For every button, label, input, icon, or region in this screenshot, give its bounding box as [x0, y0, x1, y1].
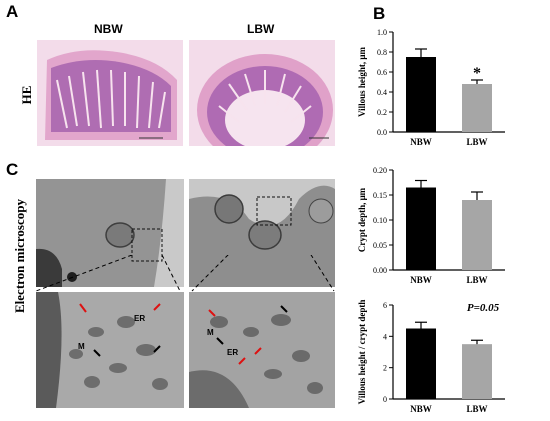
- y-axis-label: Villous height, μm: [357, 46, 367, 117]
- y-tick-label: 0.00: [373, 266, 387, 275]
- x-tick-label: NBW: [410, 137, 432, 147]
- bar: [462, 344, 492, 399]
- chart-villous-crypt-ratio-svg: 0 2 4 6 Villous height / crypt depth NBW LBW P=…: [357, 300, 505, 414]
- zoom-lines: [35, 255, 335, 292]
- column-header-nbw: NBW: [94, 22, 123, 36]
- panel-letter-a: A: [6, 2, 19, 21]
- em-label-m-nbw: M: [78, 342, 85, 351]
- y-tick-label: 0.2: [377, 108, 387, 117]
- y-tick-label: 0.4: [377, 88, 387, 97]
- bar: [406, 328, 436, 399]
- y-tick-label: 0.0: [377, 128, 387, 137]
- y-tick-label: 0.8: [377, 48, 387, 57]
- he-image-lbw: [189, 40, 335, 146]
- em-label-er-nbw: ER: [134, 314, 146, 323]
- x-tick-label: LBW: [466, 404, 487, 414]
- x-tick-label: NBW: [410, 275, 432, 285]
- y-tick-label: 4: [383, 332, 387, 341]
- em-image-lbw-low-mag: [189, 179, 335, 287]
- em-label-er-lbw: ER: [227, 348, 239, 357]
- row-label-he: HE: [19, 85, 34, 105]
- chart-villous-height: 0.0 0.2 0.4 0.6 0.8 1.0 Villous height, μm NBW L…: [355, 22, 545, 162]
- bar: [462, 84, 492, 132]
- em-image-lbw-high-mag: M ER: [189, 292, 335, 408]
- he-image-nbw: [37, 40, 183, 146]
- column-header-lbw: LBW: [247, 22, 275, 36]
- row-label-electron-microscopy: Electron microscopy: [12, 199, 27, 313]
- y-tick-label: 0.10: [373, 216, 387, 225]
- panel-letter-b: B: [373, 4, 386, 23]
- panel-letter-c: C: [6, 160, 19, 179]
- bar: [406, 187, 436, 270]
- chart-crypt-depth: 0.00 0.05 0.10 0.15 0.20 Crypt depth, μm NBW LB…: [355, 162, 545, 297]
- x-tick-label: LBW: [466, 137, 487, 147]
- bar: [462, 200, 492, 270]
- chart-annotation: *: [473, 65, 481, 82]
- y-tick-label: 0.15: [373, 191, 387, 200]
- y-tick-label: 1.0: [377, 28, 387, 37]
- y-tick-label: 0.6: [377, 68, 387, 77]
- y-tick-label: 0: [383, 395, 387, 404]
- y-tick-label: 6: [383, 301, 387, 310]
- y-axis-label: Crypt depth, μm: [357, 187, 367, 252]
- chart-annotation: P=0.05: [467, 302, 500, 314]
- em-image-nbw-high-mag: ER M: [36, 292, 184, 408]
- chart-villous-height-svg: 0.0 0.2 0.4 0.6 0.8 1.0 Villous height, μm NBW L…: [357, 28, 505, 147]
- x-tick-label: NBW: [410, 404, 432, 414]
- x-tick-label: LBW: [466, 275, 487, 285]
- y-tick-label: 2: [383, 364, 387, 373]
- em-image-nbw-low-mag: [36, 179, 184, 287]
- em-label-m-lbw: M: [207, 328, 214, 337]
- y-axis-label: Villous height / crypt depth: [357, 300, 367, 405]
- chart-villous-crypt-ratio: 0 2 4 6 Villous height / crypt depth NBW LBW P=…: [355, 297, 545, 419]
- chart-crypt-depth-svg: 0.00 0.05 0.10 0.15 0.20 Crypt depth, μm NBW LB…: [357, 166, 505, 285]
- y-tick-label: 0.20: [373, 166, 387, 175]
- bar: [406, 57, 436, 132]
- y-tick-label: 0.05: [373, 241, 387, 250]
